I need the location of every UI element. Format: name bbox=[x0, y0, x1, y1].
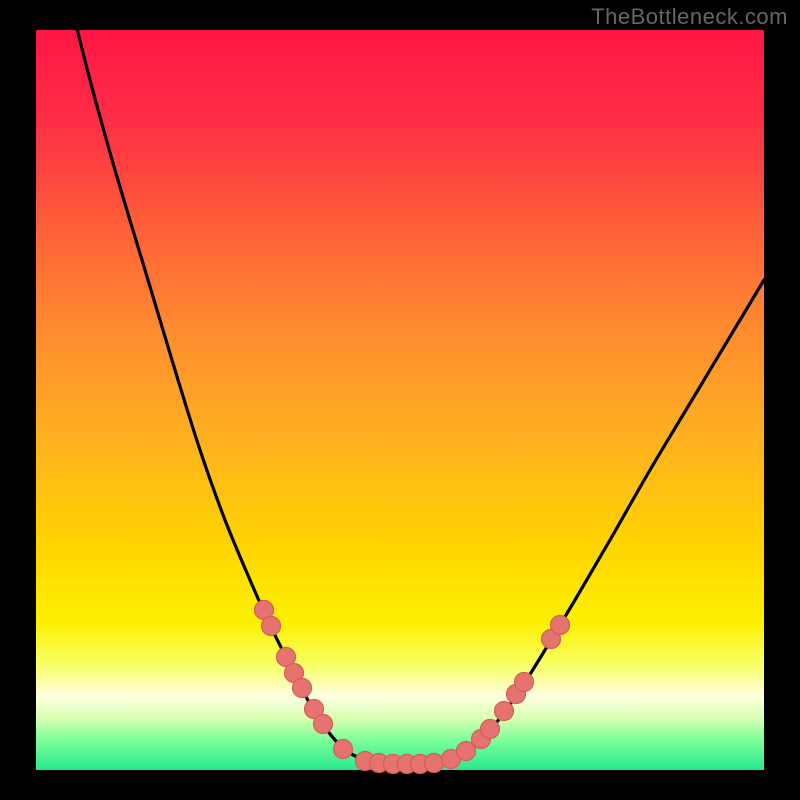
data-marker bbox=[314, 715, 333, 734]
bottleneck-chart bbox=[0, 0, 800, 800]
data-marker bbox=[425, 754, 444, 773]
gradient-background bbox=[36, 30, 764, 770]
data-marker bbox=[334, 740, 353, 759]
data-marker bbox=[551, 616, 570, 635]
data-marker bbox=[262, 617, 281, 636]
data-marker bbox=[481, 720, 500, 739]
watermark-text: TheBottleneck.com bbox=[591, 4, 788, 30]
data-marker bbox=[515, 673, 534, 692]
chart-container: TheBottleneck.com bbox=[0, 0, 800, 800]
data-marker bbox=[495, 702, 514, 721]
data-marker bbox=[293, 679, 312, 698]
